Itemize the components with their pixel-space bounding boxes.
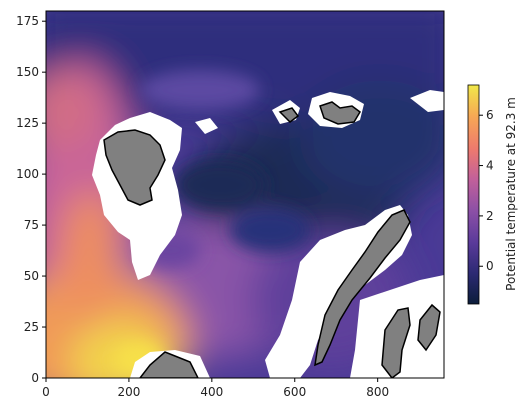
colorbar-tick-label: 2 <box>486 209 494 223</box>
colorbar-ticks: 0 2 4 6 <box>479 108 494 273</box>
x-axis-ticks: 0 200 400 600 800 <box>42 378 389 399</box>
warm-west-tongue <box>60 190 120 330</box>
colorbar-label: Potential temperature at 92.3 m <box>504 97 518 291</box>
x-tick-label: 0 <box>42 385 50 399</box>
heatmap-area <box>46 11 444 378</box>
land-east-island <box>381 307 411 378</box>
y-tick-label: 175 <box>16 14 39 28</box>
colorbar-tick-label: 4 <box>486 159 494 173</box>
x-tick-label: 800 <box>366 385 389 399</box>
x-tick-label: 400 <box>200 385 223 399</box>
y-tick-label: 125 <box>16 116 39 130</box>
land-southeast <box>417 303 441 352</box>
detail-field <box>115 70 310 378</box>
land-novaya-zemlya <box>314 209 411 367</box>
ice-patch-ne <box>410 90 444 112</box>
y-tick-label: 25 <box>24 320 39 334</box>
colorbar <box>467 84 480 305</box>
y-tick-label: 100 <box>16 167 39 181</box>
warm-northwest <box>46 70 100 150</box>
y-axis-ticks: 0 25 50 75 100 125 150 175 <box>16 14 46 385</box>
land-islands-cluster <box>319 101 361 125</box>
x-tick-label: 600 <box>283 385 306 399</box>
colorbar-tick-label: 6 <box>486 108 494 122</box>
y-tick-label: 75 <box>24 218 39 232</box>
land-south-coast <box>139 351 199 378</box>
y-tick-label: 50 <box>24 269 39 283</box>
colorbar-tick-label: 0 <box>486 259 494 273</box>
ice-patch-mid <box>195 118 218 134</box>
y-tick-label: 0 <box>31 371 39 385</box>
x-tick-label: 200 <box>117 385 140 399</box>
y-tick-label: 150 <box>16 65 39 79</box>
land-mask <box>103 101 441 378</box>
land-franz-josef <box>278 107 300 123</box>
land-svalbard <box>103 129 166 206</box>
plot-frame <box>45 10 445 379</box>
